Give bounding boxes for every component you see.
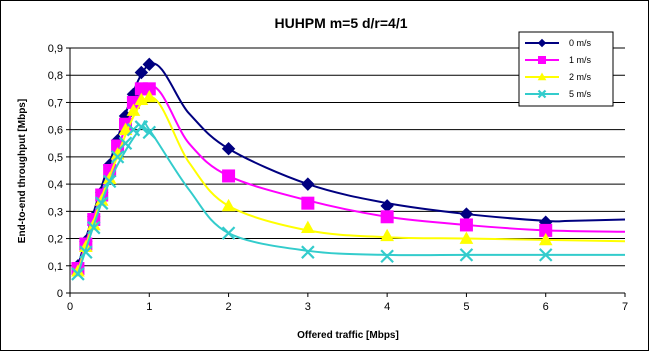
y-tick-label: 0,7	[48, 97, 63, 109]
data-point	[142, 57, 156, 72]
series-5-m-s	[71, 120, 625, 281]
x-tick-label: 0	[67, 301, 73, 313]
data-point	[134, 120, 149, 134]
data-point	[142, 89, 157, 103]
legend-label: 5 m/s	[569, 89, 592, 99]
x-tick-label: 4	[384, 301, 390, 313]
data-point	[538, 232, 553, 246]
y-tick-labels: 0 0,1 0,2 0,3 0,4 0,5 0,6 0,7 0,8 0,9	[48, 43, 63, 300]
legend-item: 0 m/s	[525, 38, 592, 48]
data-point	[301, 245, 315, 259]
series-line	[76, 85, 626, 269]
data-point	[380, 228, 394, 242]
y-tick-label: 0,9	[48, 43, 63, 55]
data-point	[79, 245, 93, 259]
data-point	[301, 196, 315, 210]
x-tick-label: 2	[226, 301, 232, 313]
y-tick-label: 0,1	[48, 261, 63, 273]
data-point	[134, 65, 149, 80]
x-tick-labels: 0 1 2 3 4 5 6 7	[67, 293, 628, 313]
y-tick-label: 0,3	[48, 206, 63, 218]
legend-item: 2 m/s	[525, 72, 592, 82]
legend: 0 m/s 1 m/s 2 m/s 5 m/s	[518, 31, 614, 107]
data-point	[380, 249, 394, 264]
legend-label: 0 m/s	[569, 38, 592, 48]
data-point	[221, 198, 236, 212]
data-point	[87, 220, 101, 235]
legend-label: 1 m/s	[569, 55, 592, 65]
data-point	[221, 226, 236, 240]
x-tick-label: 3	[305, 301, 311, 313]
chart-title: HUHPM m=5 d/r=4/1	[274, 15, 407, 31]
data-point	[71, 267, 85, 281]
legend-item: 1 m/s	[525, 55, 592, 65]
series-2-m-s	[71, 89, 626, 277]
y-tick-label: 0,8	[48, 70, 63, 82]
data-point	[459, 218, 473, 232]
data-point	[126, 122, 141, 137]
data-point	[221, 142, 236, 156]
legend-item: 5 m/s	[525, 89, 592, 99]
x-tick-label: 6	[543, 301, 549, 313]
data-point	[142, 125, 157, 140]
x-tick-label: 5	[463, 301, 469, 313]
legend-marker	[537, 72, 547, 81]
x-axis-title: Offered traffic [Mbps]	[297, 330, 399, 341]
data-point	[110, 150, 125, 164]
data-point	[459, 231, 474, 244]
legend-label: 2 m/s	[569, 72, 592, 82]
data-point	[380, 210, 394, 224]
x-tick-label: 1	[146, 301, 152, 313]
x-tick-label: 7	[622, 301, 628, 313]
axes	[69, 48, 625, 294]
legend-marker	[537, 89, 547, 99]
data-point	[301, 177, 315, 191]
y-tick-label: 0,5	[48, 152, 63, 164]
y-tick-label: 0,2	[48, 234, 63, 246]
series-layer	[71, 57, 626, 281]
grid-lines	[66, 47, 625, 294]
legend-marker	[538, 56, 546, 64]
data-point	[459, 248, 474, 262]
y-tick-label: 0,6	[48, 125, 63, 137]
data-point	[222, 169, 236, 183]
data-point	[538, 248, 553, 262]
data-point	[102, 174, 117, 189]
y-tick-label: 0	[57, 288, 63, 300]
data-point	[301, 220, 315, 233]
legend-marker	[537, 38, 547, 48]
data-point	[126, 103, 141, 116]
data-point	[118, 136, 133, 151]
data-point	[118, 122, 133, 135]
series-line	[76, 96, 626, 272]
data-point	[94, 196, 109, 210]
series-line	[76, 120, 625, 275]
y-axis-title: End-to-end throughput [Mbps]	[17, 99, 28, 243]
y-tick-label: 0,4	[48, 179, 63, 191]
